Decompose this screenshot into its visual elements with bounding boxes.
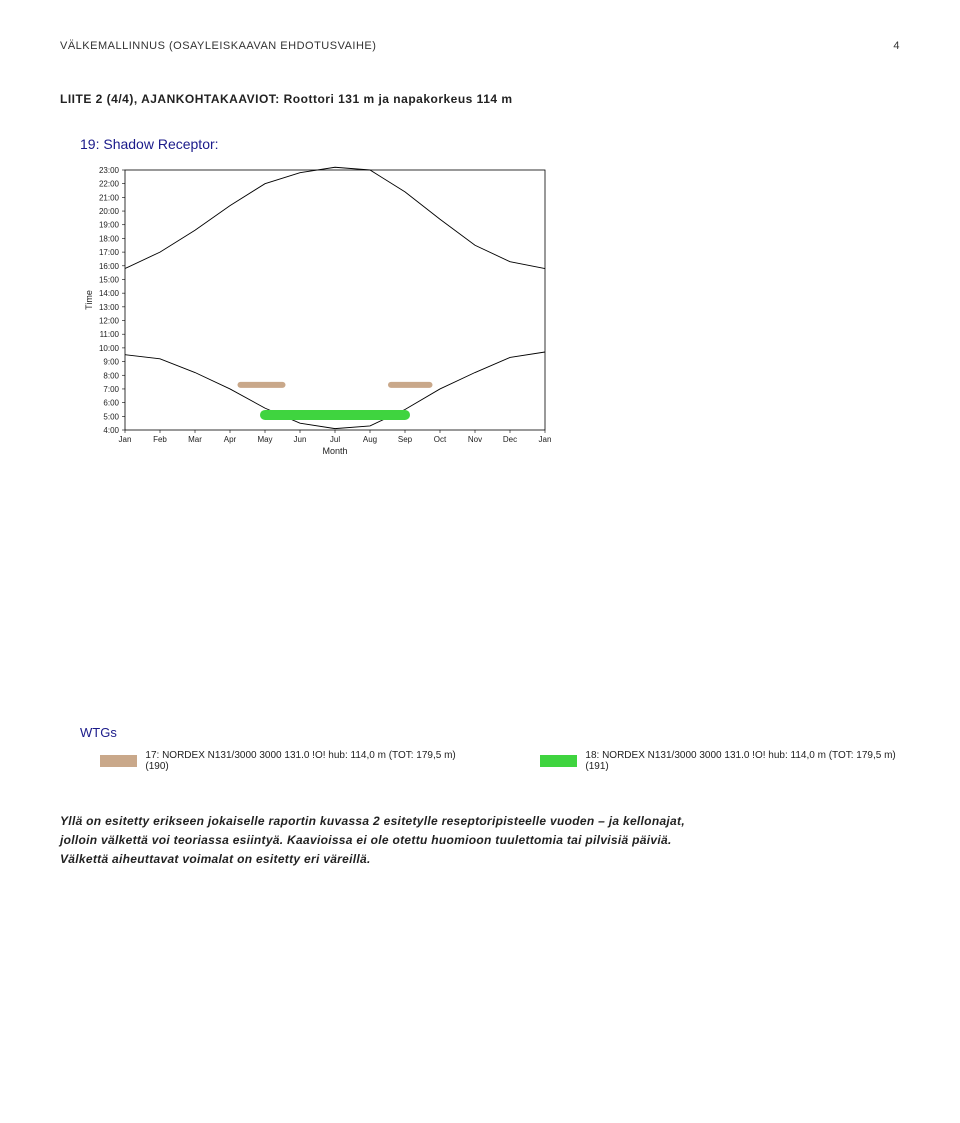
svg-text:13:00: 13:00: [99, 303, 120, 312]
svg-text:May: May: [257, 435, 272, 444]
svg-text:17:00: 17:00: [99, 248, 120, 257]
svg-text:7:00: 7:00: [103, 385, 119, 394]
svg-text:9:00: 9:00: [103, 358, 119, 367]
svg-text:16:00: 16:00: [99, 262, 120, 271]
svg-text:22:00: 22:00: [99, 180, 120, 189]
caption-line2: jolloin välkettä voi teoriassa esiintyä.…: [60, 831, 900, 850]
svg-text:Jun: Jun: [294, 435, 307, 444]
svg-text:Sep: Sep: [398, 435, 413, 444]
svg-text:23:00: 23:00: [99, 166, 120, 175]
svg-text:Mar: Mar: [188, 435, 202, 444]
svg-text:5:00: 5:00: [103, 412, 119, 421]
wtg-title: WTGs: [80, 725, 900, 740]
liite-title: LIITE 2 (4/4), AJANKOHTAKAAVIOT: Roottor…: [60, 92, 900, 106]
svg-text:Apr: Apr: [224, 435, 237, 444]
header-left: VÄLKEMALLINNUS (OSAYLEISKAAVAN EHDOTUSVA…: [60, 40, 376, 52]
svg-text:19:00: 19:00: [99, 221, 120, 230]
page-header: VÄLKEMALLINNUS (OSAYLEISKAAVAN EHDOTUSVA…: [60, 40, 900, 52]
svg-text:4:00: 4:00: [103, 426, 119, 435]
svg-text:Aug: Aug: [363, 435, 377, 444]
svg-text:Month: Month: [322, 446, 347, 456]
svg-text:Time: Time: [84, 290, 94, 310]
svg-text:Jan: Jan: [119, 435, 132, 444]
svg-text:10:00: 10:00: [99, 344, 120, 353]
svg-text:11:00: 11:00: [100, 330, 120, 339]
legend-swatch-17: [100, 755, 137, 767]
chart-title: 19: Shadow Receptor:: [80, 136, 900, 152]
svg-text:Dec: Dec: [503, 435, 517, 444]
svg-text:8:00: 8:00: [103, 371, 119, 380]
legend-label-17: 17: NORDEX N131/3000 3000 131.0 !O! hub:…: [145, 750, 460, 772]
legend-label-18: 18: NORDEX N131/3000 3000 131.0 !O! hub:…: [585, 750, 900, 772]
svg-text:Feb: Feb: [153, 435, 167, 444]
svg-text:20:00: 20:00: [99, 207, 120, 216]
caption-line1: Yllä on esitetty erikseen jokaiselle rap…: [60, 812, 900, 831]
svg-text:Oct: Oct: [434, 435, 447, 444]
svg-text:6:00: 6:00: [103, 399, 119, 408]
svg-text:14:00: 14:00: [99, 289, 120, 298]
svg-text:Jan: Jan: [539, 435, 552, 444]
caption: Yllä on esitetty erikseen jokaiselle rap…: [60, 812, 900, 870]
legend-swatch-18: [540, 755, 577, 767]
svg-text:12:00: 12:00: [99, 317, 120, 326]
svg-text:18:00: 18:00: [99, 234, 120, 243]
svg-text:Nov: Nov: [468, 435, 482, 444]
svg-text:15:00: 15:00: [99, 275, 120, 284]
header-right: 4: [893, 40, 900, 52]
svg-text:21:00: 21:00: [99, 193, 120, 202]
svg-text:Jul: Jul: [330, 435, 340, 444]
caption-line3: Välkettä aiheuttavat voimalat on esitett…: [60, 850, 900, 869]
legend: 17: NORDEX N131/3000 3000 131.0 !O! hub:…: [100, 750, 900, 772]
legend-item-17: 17: NORDEX N131/3000 3000 131.0 !O! hub:…: [100, 750, 460, 772]
legend-item-18: 18: NORDEX N131/3000 3000 131.0 !O! hub:…: [540, 750, 900, 772]
shadow-chart: 4:00 5:00 6:00 7:00 8:00 9:00 10:00 11:00 12:00 1…: [80, 160, 900, 465]
